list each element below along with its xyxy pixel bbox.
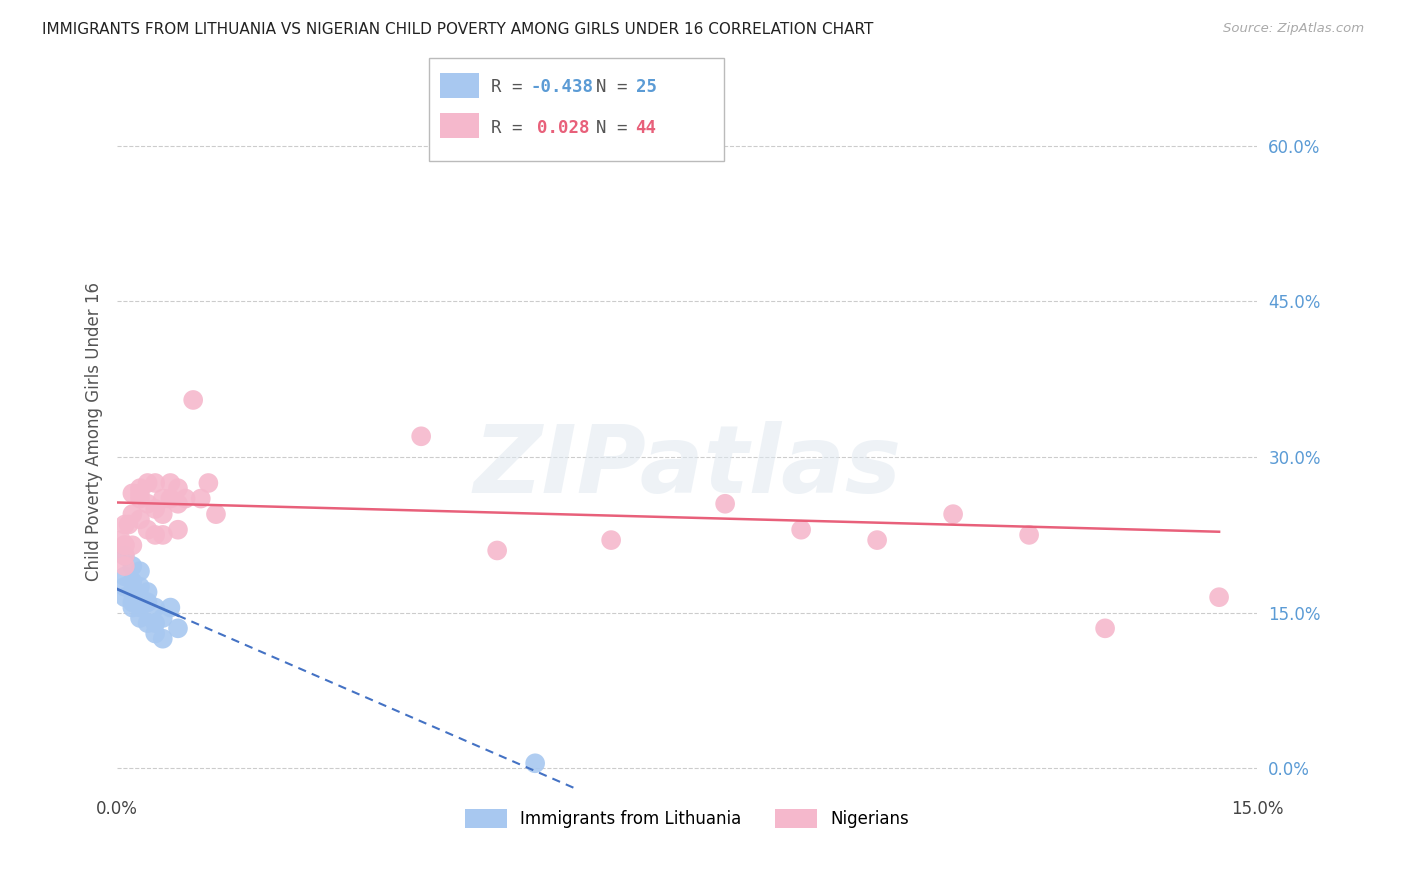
Point [114,549,136,563]
Point [110,533,132,547]
Point [411,429,433,443]
Text: N =: N = [596,78,638,96]
Point [1094,621,1116,635]
Point [136,585,159,599]
Text: 0.028: 0.028 [537,119,589,136]
Point [114,517,136,532]
Point [121,559,143,574]
Point [152,632,174,646]
Point [129,491,152,506]
Point [143,616,166,631]
Point [167,481,190,495]
Text: 25: 25 [636,78,657,96]
Point [143,626,166,640]
Point [129,600,152,615]
Point [114,538,136,552]
Legend: Immigrants from Lithuania, Nigerians: Immigrants from Lithuania, Nigerians [458,802,915,835]
Point [486,543,509,558]
Point [136,523,159,537]
Point [152,491,174,506]
Point [129,611,152,625]
Point [167,523,190,537]
Point [136,497,159,511]
Point [114,538,136,552]
Point [143,502,166,516]
Text: IMMIGRANTS FROM LITHUANIA VS NIGERIAN CHILD POVERTY AMONG GIRLS UNDER 16 CORRELA: IMMIGRANTS FROM LITHUANIA VS NIGERIAN CH… [42,22,873,37]
Point [121,585,143,599]
Point [121,595,143,609]
Point [143,528,166,542]
Point [121,600,143,615]
Point [129,481,152,495]
Point [136,616,159,631]
Point [114,549,136,563]
Point [1018,528,1040,542]
Point [159,600,181,615]
Text: R =: R = [491,78,533,96]
Point [129,590,152,604]
Point [197,475,219,490]
Point [129,512,152,526]
Point [167,621,190,635]
Point [174,491,197,506]
Point [114,569,136,583]
Point [143,475,166,490]
Y-axis label: Child Poverty Among Girls Under 16: Child Poverty Among Girls Under 16 [86,282,103,581]
Point [205,507,228,521]
Point [114,559,136,574]
Point [121,574,143,589]
Point [167,497,190,511]
Point [600,533,623,547]
Point [136,595,159,609]
Text: Source: ZipAtlas.com: Source: ZipAtlas.com [1223,22,1364,36]
Point [1208,590,1230,604]
Point [152,611,174,625]
Point [790,523,813,537]
Point [117,517,139,532]
Point [121,507,143,521]
Point [129,486,152,500]
Point [159,491,181,506]
Point [152,507,174,521]
Point [190,491,212,506]
Text: -0.438: -0.438 [530,78,593,96]
Point [714,497,737,511]
Text: 44: 44 [636,119,657,136]
Point [129,580,152,594]
Point [121,538,143,552]
Point [129,564,152,578]
Text: N =: N = [596,119,638,136]
Text: ZIPatlas: ZIPatlas [472,421,901,513]
Point [181,392,204,407]
Point [159,475,181,490]
Text: R =: R = [491,119,543,136]
Point [114,580,136,594]
Point [114,590,136,604]
Point [152,528,174,542]
Point [524,756,547,771]
Point [121,486,143,500]
Point [143,600,166,615]
Point [136,475,159,490]
Point [562,118,585,132]
Point [942,507,965,521]
Point [866,533,889,547]
